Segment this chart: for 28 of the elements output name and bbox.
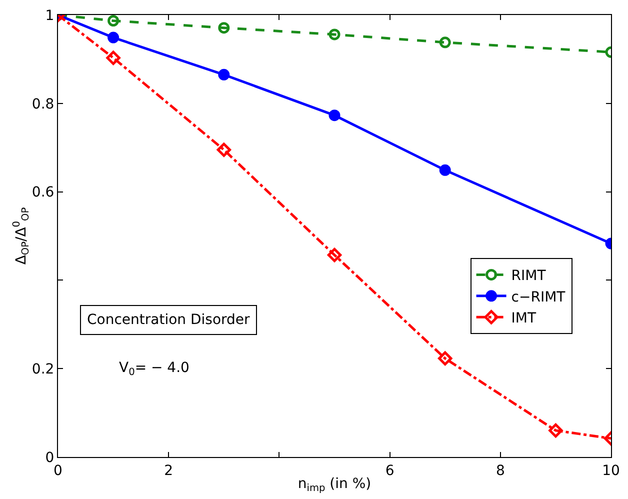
point: [106, 50, 120, 65]
point: [328, 28, 340, 40]
point: [108, 15, 120, 26]
legend-label: c−RIMT: [511, 289, 566, 306]
x-tick-label: 10: [602, 462, 620, 479]
x-tick-label: 8: [496, 462, 505, 479]
y-tick-label: 0.6: [32, 184, 54, 201]
annotation: Concentration Disorder: [87, 312, 250, 328]
point: [218, 68, 230, 80]
y-tick-label: 0: [45, 450, 54, 466]
legend-label: RIMT: [511, 268, 546, 284]
x-axis-title: n$_{imp}$ (in %): [298, 476, 372, 494]
point: [438, 351, 452, 366]
legend-label: IMT: [511, 310, 536, 327]
point: [439, 164, 451, 176]
point: [108, 32, 120, 44]
point: [439, 36, 451, 48]
x-tick-label: 2: [164, 462, 174, 479]
y-tick-label: 1: [45, 8, 54, 24]
point: [216, 142, 231, 157]
point: [218, 22, 230, 34]
y-tick-label: 0.2: [32, 362, 54, 378]
annotation: V$_{0}$= − 4.0: [119, 360, 190, 378]
point: [328, 110, 340, 122]
y-tick-label: 0.8: [32, 96, 54, 112]
point: [548, 423, 563, 438]
point: [327, 248, 342, 262]
x-tick-label: 6: [385, 462, 394, 479]
